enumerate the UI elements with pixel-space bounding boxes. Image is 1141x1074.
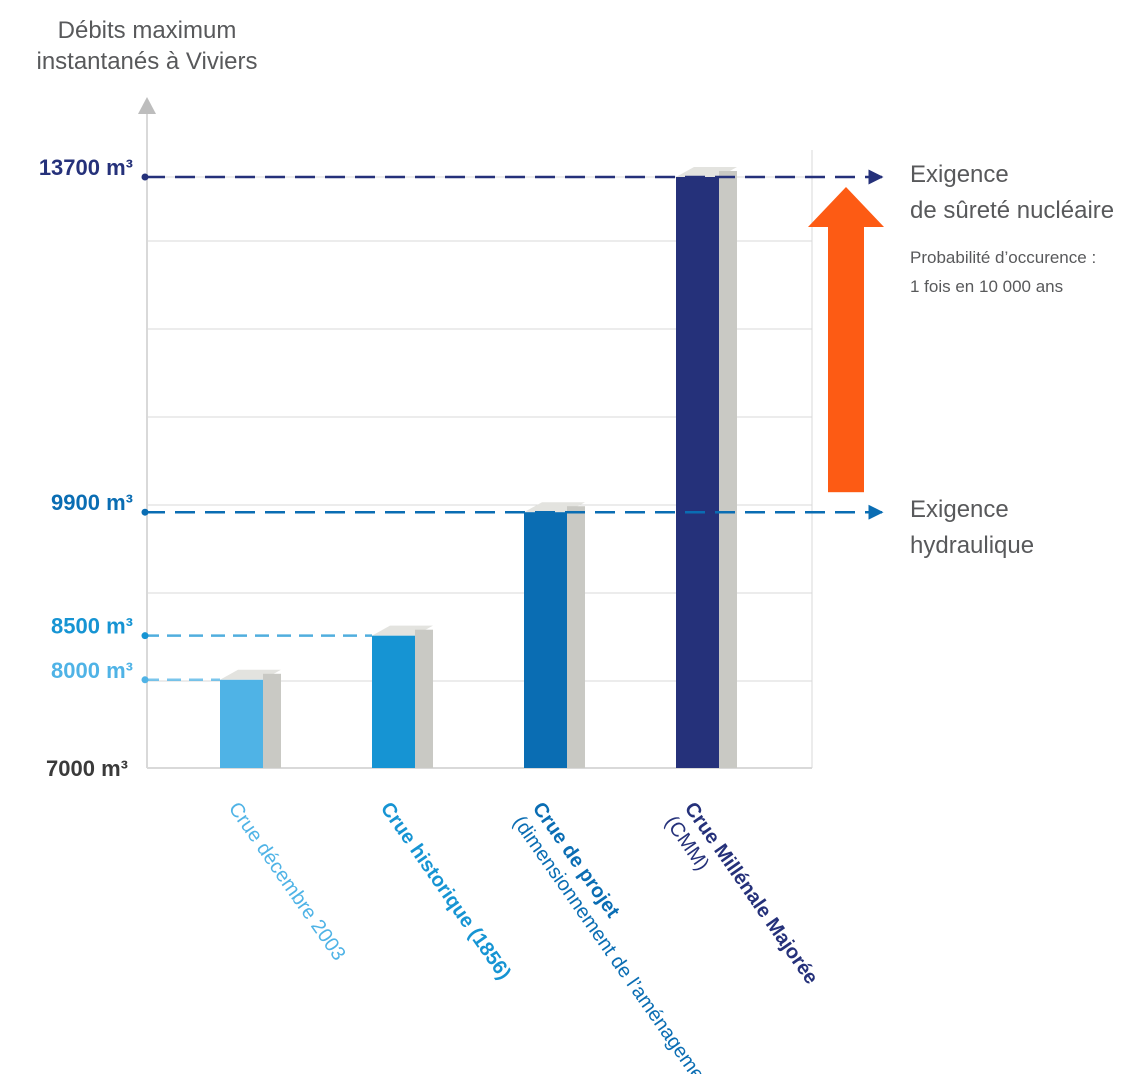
value-axis-label: 8500 m³: [51, 614, 133, 639]
value-axis-label: 8000 m³: [51, 658, 133, 683]
bar: [524, 512, 567, 768]
bar-side-face: [415, 629, 433, 768]
value-axis-label: 9900 m³: [51, 490, 133, 515]
bar: [676, 177, 719, 768]
bar: [372, 635, 415, 768]
reference-note: Probabilité d’occurence :: [910, 248, 1096, 267]
category-label: Crue historique (1856): [376, 798, 515, 984]
category-label-line: Crue Millénale Majorée: [680, 798, 822, 988]
bar-group: [372, 625, 433, 768]
value-axis-label: 13700 m³: [39, 155, 133, 180]
reference-label: Exigence: [910, 161, 1009, 188]
highlight-arrow-shaft: [828, 225, 864, 493]
bar-group: [524, 502, 585, 768]
baseline-label: 7000 m³: [46, 756, 128, 781]
category-label: Crue décembre 2003: [224, 798, 350, 965]
reference-note: 1 fois en 10 000 ans: [910, 277, 1063, 296]
reference-label: hydraulique: [910, 532, 1034, 559]
bar-group: [676, 167, 737, 768]
bar-group: [220, 669, 281, 768]
bar-side-face: [719, 171, 737, 768]
y-axis-arrow-icon: [138, 97, 156, 114]
category-label-line: Crue historique (1856): [376, 798, 515, 984]
y-axis-title: instantanés à Viviers: [36, 48, 257, 75]
bar-side-face: [567, 506, 585, 768]
reference-label: de sûreté nucléaire: [910, 197, 1114, 224]
bar-side-face: [263, 673, 281, 768]
reference-label: Exigence: [910, 496, 1009, 523]
category-label: Crue Millénale Majorée(CMM): [660, 798, 822, 1002]
y-axis-title: Débits maximum: [58, 17, 237, 44]
category-label-line: Crue décembre 2003: [224, 798, 350, 965]
highlight-arrow-head-icon: [808, 187, 884, 227]
bar: [220, 679, 263, 768]
